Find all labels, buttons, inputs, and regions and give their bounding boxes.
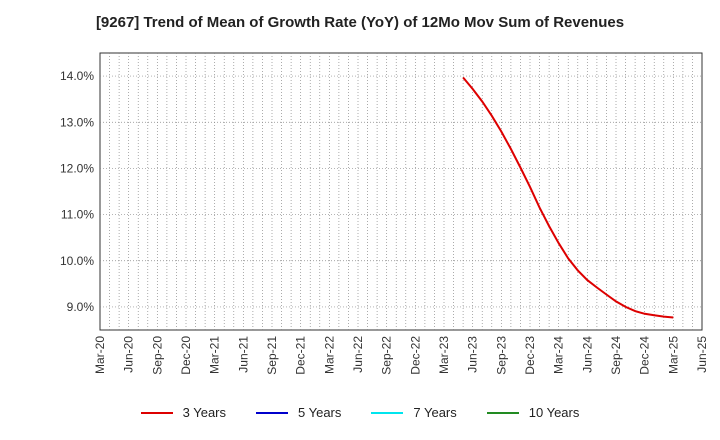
legend-label: 5 Years (298, 405, 342, 420)
legend-label: 10 Years (528, 405, 580, 420)
y-tick-label: 9.0% (67, 300, 95, 314)
y-tick-label: 11.0% (61, 208, 94, 222)
x-tick-label: Dec-24 (638, 336, 652, 375)
x-tick-label: Mar-21 (208, 336, 222, 374)
x-tick-label: Dec-22 (408, 336, 422, 375)
legend-label: 3 Years (182, 405, 226, 420)
x-tick-label: Sep-20 (150, 336, 164, 375)
legend-swatch (486, 411, 519, 414)
legend-swatch (371, 411, 404, 414)
x-tick-label: Mar-22 (322, 336, 336, 374)
legend-swatch (256, 411, 288, 414)
x-tick-label: Dec-23 (523, 336, 537, 375)
x-tick-label: Jun-23 (466, 336, 480, 373)
legend-item: 3 Years (140, 405, 226, 420)
x-tick-label: Sep-23 (494, 336, 508, 375)
legend-swatch (140, 411, 173, 414)
grid-layer (100, 53, 702, 330)
legend-item: 10 Years (486, 405, 580, 420)
x-tick-label: Sep-24 (609, 336, 623, 375)
chart-title: [9267] Trend of Mean of Growth Rate (YoY… (95, 14, 625, 31)
legend: 3 Years 5 Years 7 Years 10 Years (0, 405, 720, 420)
x-tick-label: Sep-22 (380, 336, 394, 375)
y-tick-label: 10.0% (60, 254, 94, 268)
y-tick-label: 12.0% (60, 161, 94, 175)
x-tick-label: Jun-22 (351, 336, 365, 373)
x-tick-label: Dec-20 (179, 336, 193, 375)
x-tick-label: Mar-25 (666, 336, 680, 374)
x-tick-label: Mar-23 (437, 336, 451, 374)
x-tick-label: Mar-24 (552, 336, 566, 374)
legend-item: 5 Years (256, 405, 341, 420)
series-layer (462, 76, 674, 319)
x-tick-label: Jun-24 (580, 336, 594, 373)
x-tick-label: Jun-20 (122, 336, 136, 373)
legend-item: 7 Years (371, 405, 457, 420)
legend-label: 7 Years (413, 405, 457, 420)
x-tick-label: Sep-21 (265, 336, 279, 375)
x-tick-label: Jun-21 (236, 336, 250, 373)
series-line-3-years (462, 76, 674, 319)
axis-layer: 9.0% 10.0% 11.0% 12.0% 13.0% 14.0% Mar-20 Jun-2… (60, 69, 709, 375)
x-tick-label: Mar-20 (93, 336, 107, 374)
y-tick-label: 13.0% (60, 115, 94, 129)
plot-area (99, 52, 703, 331)
y-tick-label: 14.0% (60, 69, 94, 83)
x-tick-label: Jun-25 (695, 336, 709, 373)
x-tick-label: Dec-21 (294, 336, 308, 375)
